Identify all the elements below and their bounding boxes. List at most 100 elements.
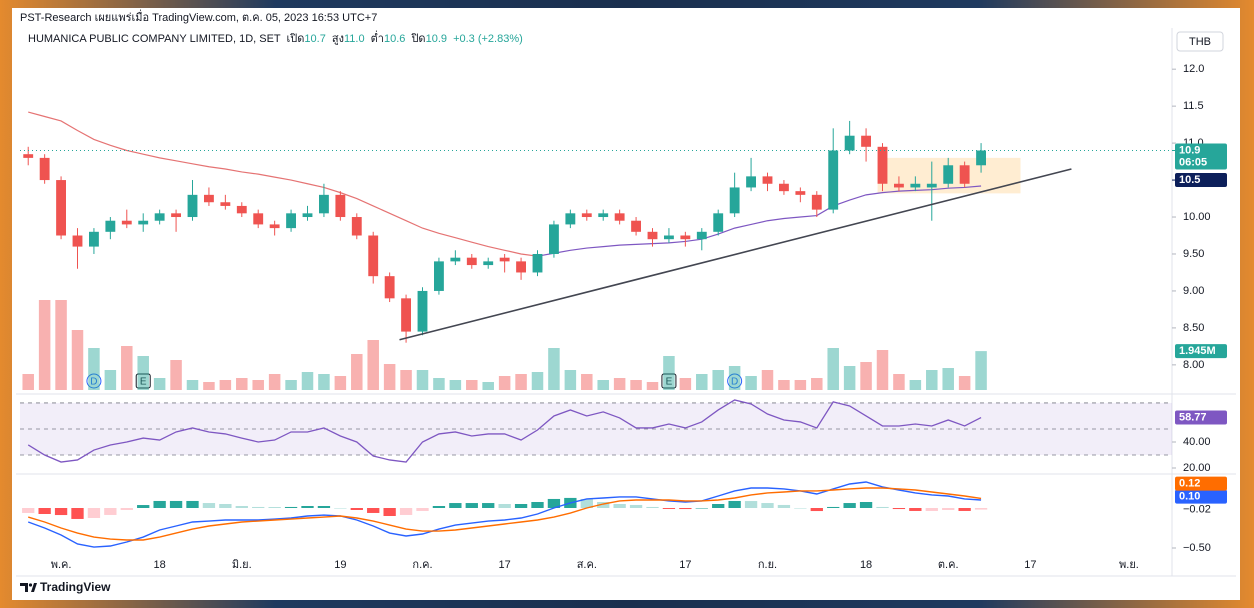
trendline <box>399 168 1072 341</box>
histogram-bar <box>284 506 298 508</box>
candle-body <box>483 261 494 266</box>
histogram-bar <box>728 500 741 508</box>
histogram-label: −0.02 <box>1183 504 1211 516</box>
y-tick-label: 8.50 <box>1183 322 1204 334</box>
histogram-bar <box>71 508 84 519</box>
volume-bar <box>55 300 67 390</box>
price-marker: 10.5 <box>1179 174 1200 186</box>
volume-bar <box>860 362 872 390</box>
x-tick-label: 18 <box>860 559 872 571</box>
histogram-bar <box>613 504 626 508</box>
histogram-bar <box>432 506 446 508</box>
candle-body <box>877 146 888 184</box>
volume-bar <box>696 374 708 390</box>
histogram-bar <box>514 504 528 508</box>
signal-label: 0.12 <box>1179 478 1200 490</box>
macd-line <box>27 481 982 548</box>
event-marker <box>135 373 151 389</box>
candle-body <box>434 261 444 291</box>
macd-label: 0.10 <box>1179 491 1200 503</box>
volume-bar <box>153 378 166 390</box>
candle-body <box>565 213 576 225</box>
x-tick-label: 17 <box>1024 559 1036 571</box>
volume-bar <box>268 374 281 390</box>
histogram-bar <box>679 508 692 510</box>
candle-body <box>894 183 904 188</box>
currency-button[interactable] <box>1176 31 1224 52</box>
histogram-bar <box>334 508 347 509</box>
price-marker: 10.9 <box>1179 144 1200 156</box>
volume-bar <box>466 380 478 390</box>
open-label: เปิด <box>287 33 305 45</box>
candle-body <box>598 213 609 218</box>
histogram-bar <box>892 508 906 510</box>
candle-body <box>121 220 132 225</box>
histogram-bar <box>547 498 561 508</box>
histogram-bar <box>219 504 232 508</box>
histogram-bar <box>876 506 889 508</box>
histogram-bar <box>597 502 610 508</box>
volume-bar <box>843 366 856 390</box>
histogram-bar <box>137 505 150 508</box>
event-marker <box>86 373 102 389</box>
candle-body <box>417 290 428 332</box>
volume-bar <box>498 376 511 390</box>
candle-body <box>269 224 280 229</box>
histogram-bar <box>974 508 988 510</box>
candle-body <box>828 150 839 210</box>
volume-bar <box>416 370 429 390</box>
x-tick-label: มิ.ย. <box>232 559 252 571</box>
histogram-bar <box>859 502 873 508</box>
currency[interactable]: THB <box>1189 36 1211 48</box>
volume-bar <box>876 350 889 390</box>
volume-bar <box>186 380 199 390</box>
volume-bar <box>22 374 34 390</box>
x-tick-label: พ.ค. <box>51 559 72 571</box>
x-tick-label: 19 <box>334 559 346 571</box>
histogram-bar <box>87 508 101 518</box>
x-tick-label: ต.ค. <box>938 559 959 571</box>
volume-bar <box>926 370 938 390</box>
histogram-bar <box>498 504 511 508</box>
event-marker <box>661 373 677 389</box>
volume-bar <box>531 372 544 390</box>
candle-body <box>401 298 411 332</box>
volume-label: 1.945M <box>1179 345 1216 357</box>
histogram-bar <box>367 508 380 513</box>
candle-body <box>450 257 461 262</box>
histogram-bar <box>794 508 807 509</box>
rsi-label: 58.77 <box>1179 411 1207 423</box>
histogram-bar <box>235 506 248 508</box>
low-value: 10.6 <box>384 33 405 45</box>
candle-body <box>976 150 986 166</box>
histogram-bar <box>416 508 429 511</box>
candle-body <box>319 194 329 214</box>
histogram-bar <box>268 507 281 508</box>
volume-bar <box>728 366 741 390</box>
volume-bar <box>515 374 527 390</box>
candle-body <box>105 220 116 232</box>
candle-body <box>631 220 641 232</box>
candle-body <box>39 157 50 181</box>
histogram-bar <box>827 506 840 508</box>
histogram-bar <box>38 508 51 514</box>
volume-bar <box>383 364 396 390</box>
signal-line <box>28 487 982 541</box>
x-tick-label: ส.ค. <box>577 559 597 571</box>
histogram-bar <box>761 503 774 508</box>
x-tick-label: 17 <box>679 559 691 571</box>
candle-body <box>713 213 724 232</box>
candle-body <box>664 235 674 240</box>
event-label: E <box>140 377 147 388</box>
volume-bar <box>88 348 100 390</box>
histogram-bar <box>54 508 68 516</box>
histogram-bar <box>120 508 133 510</box>
y-tick-label: 8.00 <box>1183 359 1204 371</box>
volume-bar <box>975 351 987 390</box>
volume-bar <box>548 348 560 390</box>
histogram-bar <box>942 508 955 510</box>
y-tick-label: −0.50 <box>1183 542 1211 554</box>
close-value: 10.9 <box>426 33 447 45</box>
volume-bar <box>712 370 724 390</box>
